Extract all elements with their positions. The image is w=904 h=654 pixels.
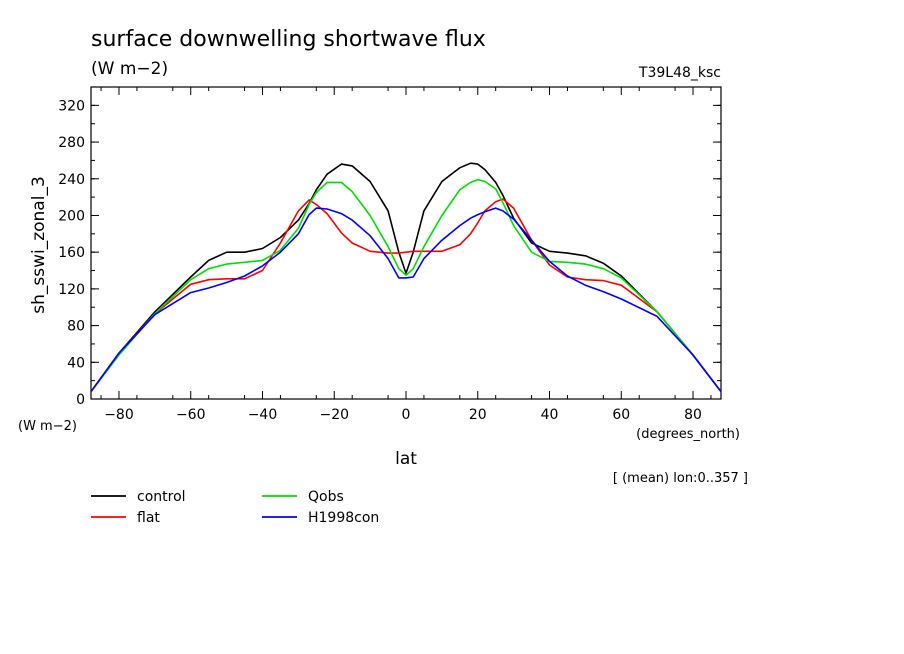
x-tick-label: 0: [402, 407, 411, 423]
y-tick-label: 0: [76, 392, 85, 408]
legend: control flat Qobs H1998con: [91, 489, 379, 526]
y-units-label: (W m−2): [18, 419, 77, 434]
y-tick-label: 240: [58, 172, 85, 188]
y-tick-label: 280: [58, 135, 85, 151]
x-tick-label: 60: [612, 407, 630, 423]
x-axis-title: lat: [395, 449, 417, 469]
x-tick-label: 80: [684, 407, 702, 423]
y-tick-label: 120: [58, 282, 85, 298]
legend-label: flat: [137, 510, 160, 526]
x-tick-label: −60: [176, 407, 206, 423]
series-line-qobs: [90, 178, 722, 393]
x-tick-label: 20: [469, 407, 487, 423]
x-units-label: (degrees_north): [636, 427, 740, 442]
legend-label: H1998con: [308, 510, 379, 526]
series-line-h1998con: [90, 207, 722, 393]
x-tick-label: −80: [104, 407, 134, 423]
series-line-control: [90, 162, 722, 393]
y-tick-label: 320: [58, 98, 85, 114]
plot-frame: [90, 86, 722, 400]
series-line-flat: [90, 198, 722, 393]
run-label: T39L48_ksc: [638, 65, 721, 81]
mean-note: [ (mean) lon:0..357 ]: [613, 471, 748, 486]
legend-label: Qobs: [308, 489, 344, 505]
x-tick-label: 40: [541, 407, 559, 423]
y-axis-title: sh_sswi_zonal_3: [29, 176, 49, 314]
y-tick-label: 200: [58, 208, 85, 224]
x-tick-label: −40: [248, 407, 278, 423]
chart-title: surface downwelling shortwave flux: [91, 27, 486, 52]
y-tick-label: 40: [67, 355, 85, 371]
y-tick-label: 80: [67, 319, 85, 335]
y-tick-label: 160: [58, 245, 85, 261]
legend-label: control: [137, 489, 186, 505]
units-label: (W m−2): [91, 59, 168, 79]
x-tick-label: −20: [319, 407, 349, 423]
